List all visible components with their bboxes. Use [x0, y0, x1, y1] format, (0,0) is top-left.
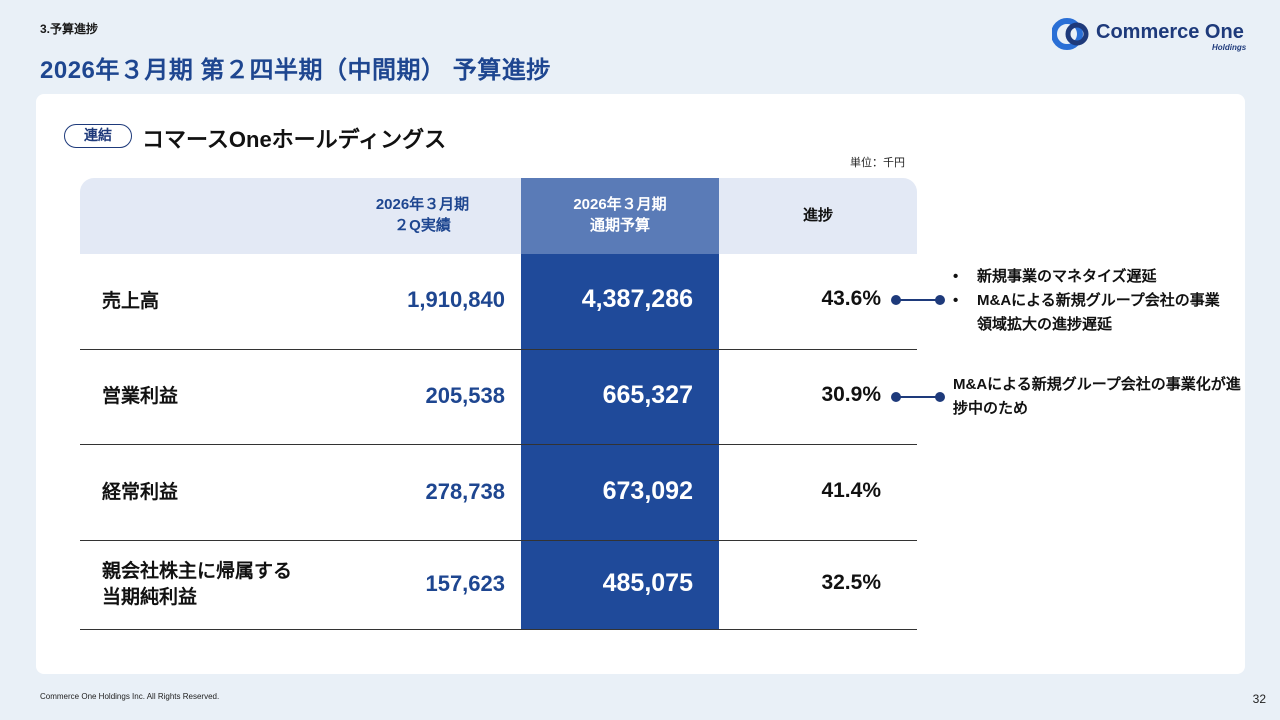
note-connector-sales	[891, 295, 945, 305]
budget-progress-table: 2026年３月期 ２Q実績 2026年３月期 通期予算 進捗 売上高 1,910…	[80, 178, 917, 630]
row-divider	[80, 349, 917, 350]
company-logo: Commerce One Holdings	[1052, 16, 1262, 52]
note-connector-operating	[891, 392, 945, 402]
logo-brand: Commerce One	[1096, 21, 1244, 43]
row-label: 経常利益	[102, 482, 179, 503]
consolidated-badge: 連結	[64, 124, 132, 148]
budget-header-bg	[521, 178, 719, 254]
table-row: 営業利益 205,538 665,327 30.9%	[80, 350, 917, 445]
header-actual: 2026年３月期 ２Q実績	[375, 196, 470, 234]
row-label: 売上高	[102, 291, 160, 312]
section-label: 3.予算進捗	[40, 22, 99, 36]
page-title: 2026年３月期 第２四半期（中間期） 予算進捗	[40, 57, 551, 84]
row-actual: 278,738	[425, 479, 505, 504]
table-row: 親会社株主に帰属する 当期純利益 157,623 485,075 32.5%	[80, 541, 917, 630]
row-divider	[80, 444, 917, 445]
table-header-bg	[80, 178, 917, 254]
footer-copyright: Commerce One Holdings Inc. All Rights Re…	[40, 692, 220, 701]
row-progress: 32.5%	[821, 571, 881, 594]
row-divider	[80, 629, 917, 630]
note-operating-text: M&Aによる新規グループ会社の事業化が進捗中のため	[953, 376, 1241, 417]
row-actual: 205,538	[425, 383, 505, 408]
row-budget: 485,075	[602, 569, 693, 597]
row-budget: 4,387,286	[581, 285, 693, 313]
note-sales-item: M&Aによる新規グループ会社の事業領域拡大の進捗遅延	[953, 289, 1233, 337]
row-label: 親会社株主に帰属する 当期純利益	[102, 561, 293, 608]
row-actual: 1,910,840	[407, 287, 505, 312]
row-budget: 665,327	[602, 381, 693, 409]
logo-sub: Holdings	[1212, 43, 1247, 52]
row-actual: 157,623	[425, 571, 505, 596]
row-budget: 673,092	[602, 477, 693, 505]
note-sales: 新規事業のマネタイズ遅延 M&Aによる新規グループ会社の事業領域拡大の進捗遅延	[953, 265, 1233, 337]
page-number: 32	[1252, 692, 1266, 706]
row-divider	[80, 540, 917, 541]
row-progress: 43.6%	[821, 287, 881, 310]
row-progress: 41.4%	[821, 479, 881, 502]
logo-mark-icon	[1052, 18, 1089, 50]
note-sales-item: 新規事業のマネタイズ遅延	[953, 265, 1233, 289]
row-progress: 30.9%	[821, 383, 881, 406]
header-budget: 2026年３月期 通期予算	[573, 196, 667, 234]
table-row: 売上高 1,910,840 4,387,286 43.6%	[80, 254, 917, 350]
table-row: 経常利益 278,738 673,092 41.4%	[80, 445, 917, 541]
note-operating: M&Aによる新規グループ会社の事業化が進捗中のため	[953, 373, 1243, 421]
header-progress: 進捗	[802, 207, 833, 224]
company-name: コマースOneホールディングス	[142, 127, 447, 152]
unit-label: 単位：千円	[850, 157, 905, 169]
row-label: 営業利益	[102, 386, 179, 407]
